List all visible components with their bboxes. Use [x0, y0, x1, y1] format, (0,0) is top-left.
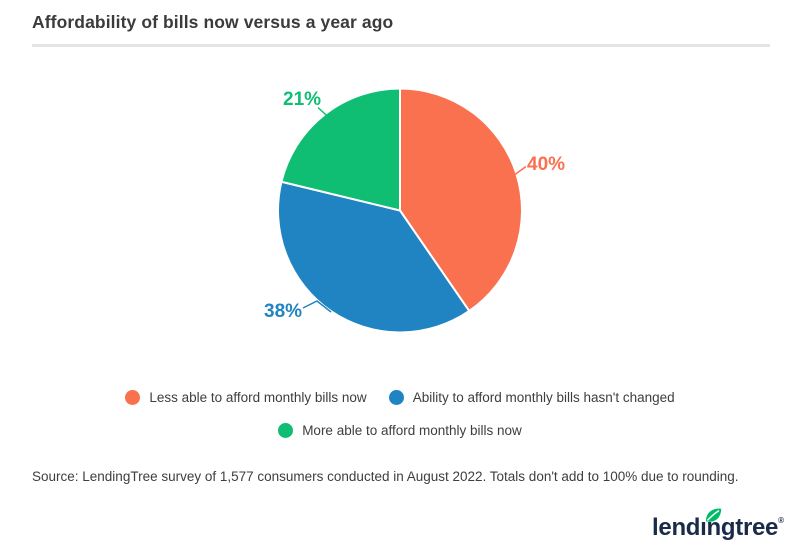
chart-legend: Less able to afford monthly bills now Ab… — [0, 390, 800, 438]
legend-dot-orange — [125, 390, 141, 405]
legend-item-less-able: Less able to afford monthly bills now — [125, 390, 367, 405]
pie-chart — [277, 87, 527, 334]
legend-row-1: Less able to afford monthly bills now Ab… — [0, 390, 800, 405]
source-note: Source: LendingTree survey of 1,577 cons… — [32, 469, 739, 484]
legend-row-2: More able to afford monthly bills now — [0, 423, 800, 438]
pie-slices — [277, 87, 523, 334]
pie-label-21: 21% — [283, 89, 322, 110]
callout-line-40 — [514, 165, 527, 176]
legend-item-hasnt-changed: Ability to afford monthly bills hasn't c… — [388, 390, 675, 405]
registered-trademark: ® — [778, 516, 784, 525]
callout-line-21 — [317, 106, 332, 121]
legend-label: More able to afford monthly bills now — [302, 423, 522, 438]
legend-label: Ability to afford monthly bills hasn't c… — [412, 390, 675, 405]
page-title: Affordability of bills now versus a year… — [32, 12, 394, 32]
legend-dot-blue — [388, 390, 404, 405]
legend-item-more-able: More able to afford monthly bills now — [278, 423, 522, 438]
pie-label-40: 40% — [527, 154, 566, 175]
lendingtree-logo: lendıngtree® — [652, 508, 784, 543]
callout-line-38 — [302, 300, 332, 313]
title-divider — [32, 44, 770, 47]
pie-label-38: 38% — [264, 301, 303, 322]
legend-label: Less able to afford monthly bills now — [149, 390, 367, 405]
leaf-icon — [702, 504, 724, 526]
legend-dot-green — [278, 423, 294, 438]
